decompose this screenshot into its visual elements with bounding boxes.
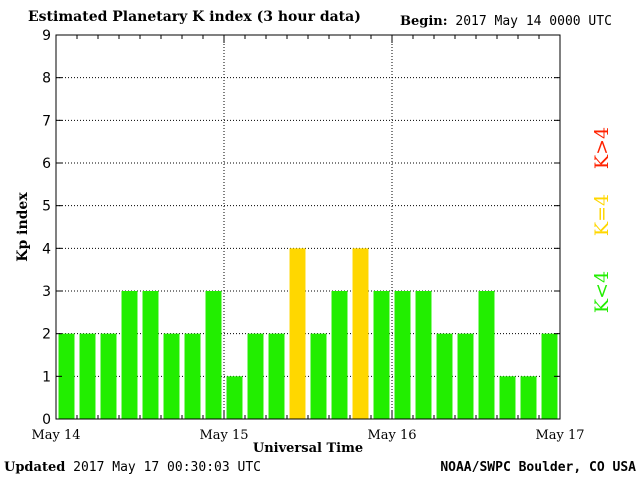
y-tick-label: 7 <box>42 113 51 129</box>
legend-item: K>4 <box>591 127 613 169</box>
kp-bar <box>331 291 348 419</box>
x-tick-label: May 15 <box>199 428 248 443</box>
y-tick-label: 1 <box>42 369 51 385</box>
y-tick-label: 9 <box>42 28 51 44</box>
bar-series <box>58 248 558 419</box>
updated-value: 2017 May 17 00:30:03 UTC <box>73 460 261 475</box>
x-tick-label: May 17 <box>535 428 584 443</box>
kp-bar <box>499 376 516 419</box>
kp-bar <box>457 333 474 419</box>
kp-bar <box>436 333 453 419</box>
legend-item: K=4 <box>591 194 613 236</box>
kp-bar <box>247 333 264 419</box>
kp-bar <box>100 333 117 419</box>
x-axis-label: Universal Time <box>253 441 363 456</box>
kp-bar <box>520 376 537 419</box>
kp-bar <box>163 333 180 419</box>
kp-bar <box>121 291 138 419</box>
updated-label: Updated <box>4 460 66 475</box>
kp-bar <box>79 333 96 419</box>
begin-value: 2017 May 14 0000 UTC <box>455 14 612 29</box>
updated-time: Updated 2017 May 17 00:30:03 UTC <box>4 460 261 475</box>
y-axis: 0 1 2 3 4 5 6 7 8 9 <box>42 28 560 428</box>
y-axis-label: Kp index <box>15 192 31 262</box>
source-credit: NOAA/SWPC Boulder, CO USA <box>440 460 636 475</box>
y-tick-label: 4 <box>42 241 51 257</box>
grid-lines <box>56 35 560 419</box>
y-tick-label: 5 <box>42 199 51 215</box>
legend: K<4 K=4 K>4 <box>591 127 613 313</box>
chart-title: Estimated Planetary K index (3 hour data… <box>28 9 361 25</box>
kp-bar <box>268 333 285 419</box>
y-tick-label: 3 <box>42 284 51 300</box>
y-tick-label: 6 <box>42 156 51 172</box>
kp-bar <box>415 291 432 419</box>
begin-time: Begin: 2017 May 14 0000 UTC <box>400 14 612 29</box>
kp-bar <box>289 248 306 419</box>
x-tick-label: May 14 <box>31 428 80 443</box>
y-tick-label: 2 <box>42 327 51 343</box>
begin-label: Begin: <box>400 14 448 29</box>
kp-bar <box>58 333 75 419</box>
legend-item: K<4 <box>591 271 613 313</box>
x-axis: May 14 May 15 May 16 May 17 <box>31 35 585 443</box>
kp-bar <box>226 376 243 419</box>
kp-bar <box>142 291 159 419</box>
kp-bar <box>205 291 222 419</box>
x-tick-label: May 16 <box>367 428 416 443</box>
y-tick-label: 8 <box>42 71 51 87</box>
kp-bar <box>310 333 327 419</box>
kp-bar <box>373 291 390 419</box>
kp-bar <box>394 291 411 419</box>
kp-bar <box>478 291 495 419</box>
kp-bar <box>184 333 201 419</box>
kp-bar <box>352 248 369 419</box>
kp-bar <box>541 333 558 419</box>
y-tick-label: 0 <box>42 412 51 428</box>
